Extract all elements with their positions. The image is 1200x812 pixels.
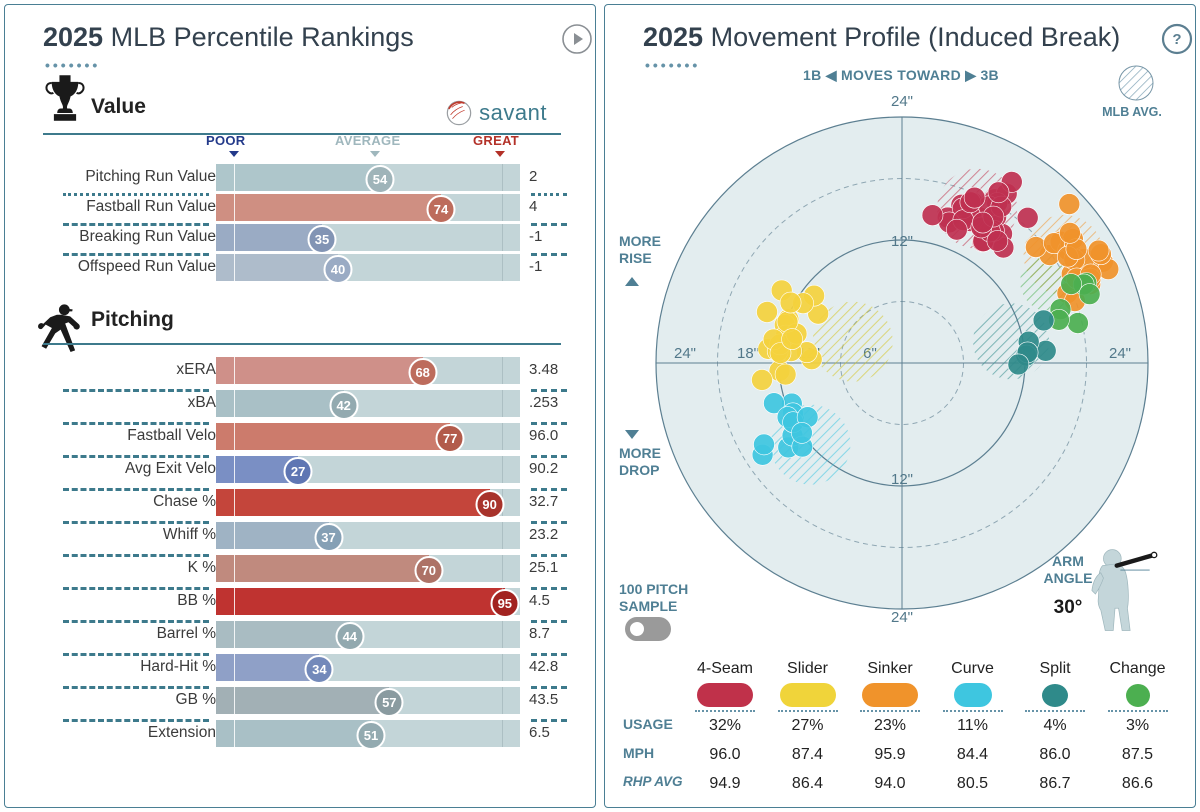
svg-text:12": 12" xyxy=(891,471,913,488)
svg-text:24": 24" xyxy=(1109,345,1131,362)
svg-text:24": 24" xyxy=(891,93,913,110)
svg-text:24": 24" xyxy=(674,345,696,362)
svg-text:18": 18" xyxy=(737,345,759,362)
svg-text:12": 12" xyxy=(891,233,913,250)
svg-text:24": 24" xyxy=(891,609,913,626)
